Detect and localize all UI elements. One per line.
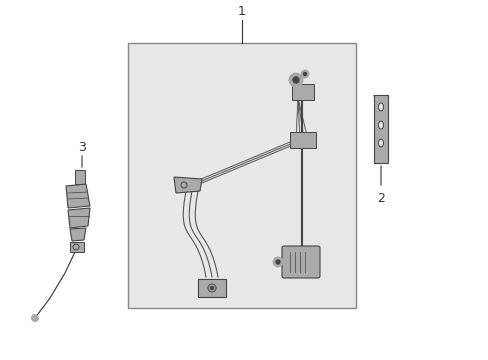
Circle shape (210, 287, 213, 289)
Text: 2: 2 (376, 192, 384, 204)
Bar (75, 170, 85, 184)
Circle shape (301, 70, 308, 78)
Polygon shape (174, 177, 202, 193)
Circle shape (303, 72, 306, 76)
Bar (291, 84, 313, 100)
Text: 3: 3 (78, 140, 86, 153)
Circle shape (272, 257, 283, 267)
Bar (128, 43, 355, 308)
Polygon shape (66, 184, 90, 208)
Bar (373, 95, 387, 163)
Circle shape (275, 260, 280, 264)
Ellipse shape (378, 121, 383, 129)
Text: 1: 1 (238, 5, 245, 18)
Circle shape (31, 315, 39, 321)
Ellipse shape (378, 103, 383, 111)
Bar (198, 279, 225, 297)
Bar (289, 132, 315, 148)
Polygon shape (68, 208, 90, 228)
Circle shape (288, 73, 303, 87)
Ellipse shape (378, 139, 383, 147)
Polygon shape (70, 228, 86, 241)
Circle shape (292, 77, 298, 83)
Bar (70, 242, 84, 252)
FancyBboxPatch shape (282, 246, 319, 278)
